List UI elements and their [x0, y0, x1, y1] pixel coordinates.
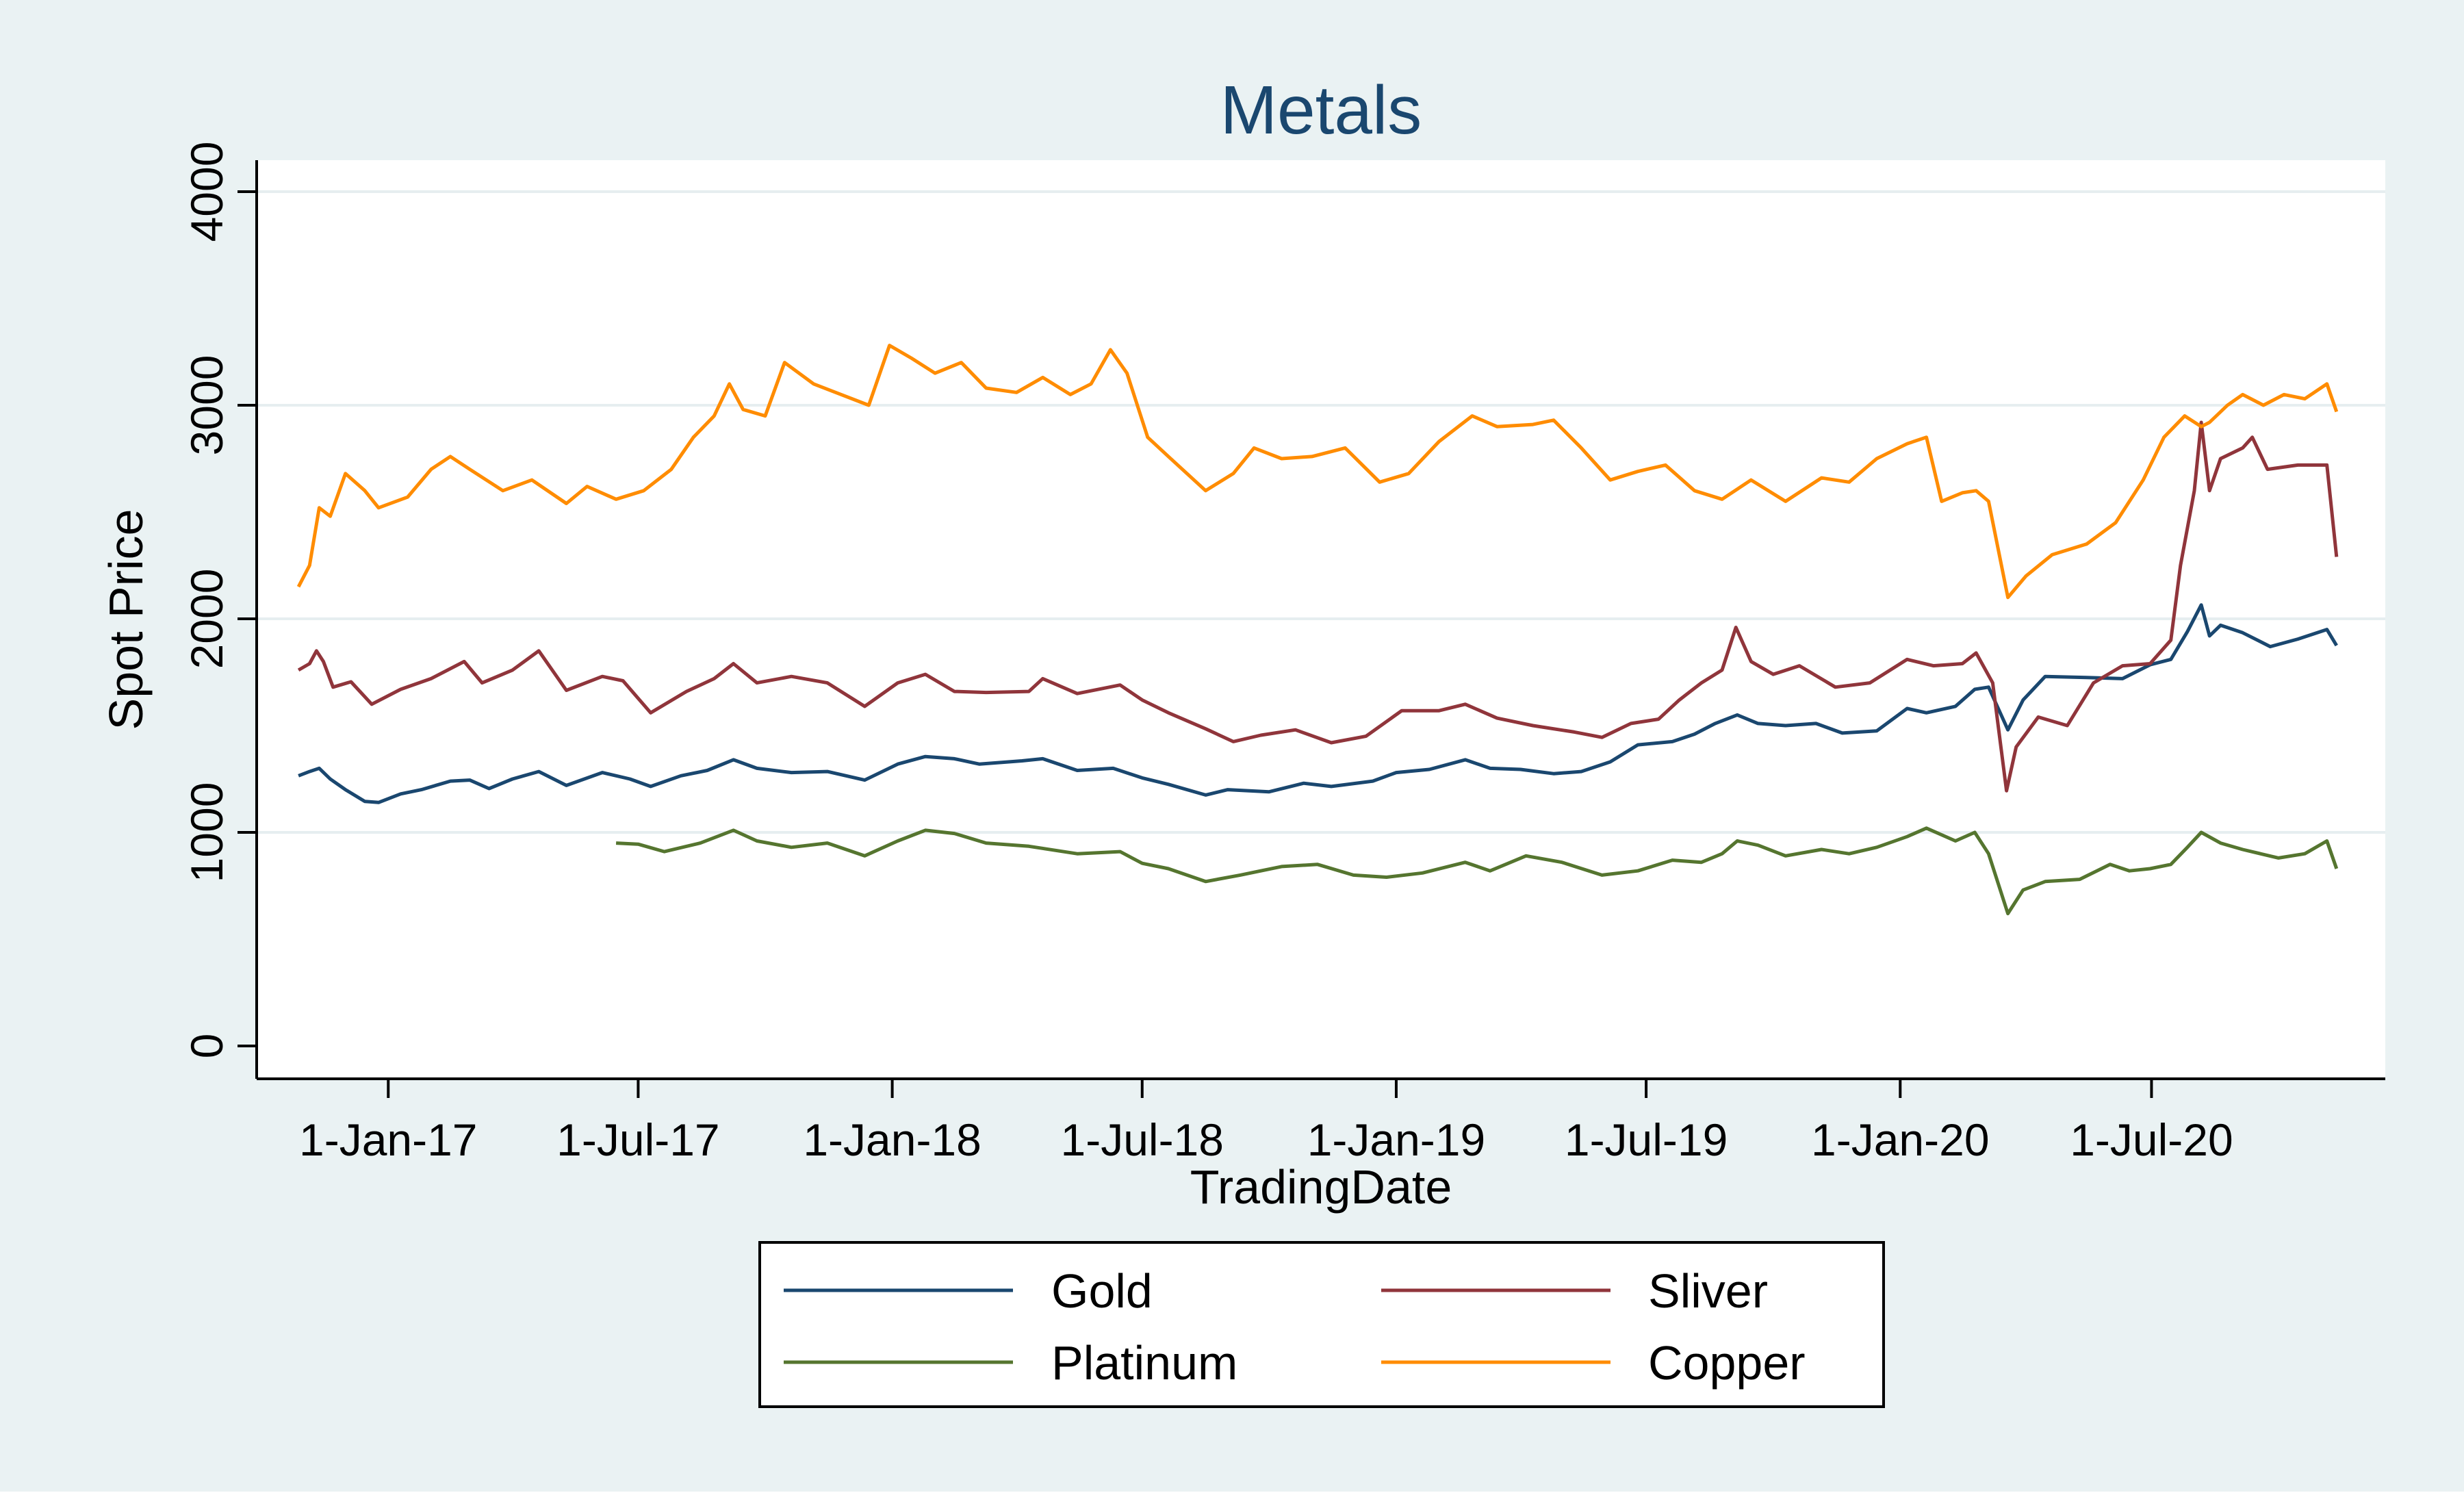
y-tick-label-1000: 1000 [181, 782, 232, 883]
series-line-platinum [615, 826, 2339, 916]
series-lines [296, 344, 2339, 916]
axes: 0 1000 2000 3000 4000 1-Jan-17 1-Jul-17 1-Jan-1… [181, 142, 2385, 1165]
x-tick-label-5: 1-Jul-19 [1565, 1114, 1728, 1165]
x-tick-label-2: 1-Jan-18 [803, 1114, 981, 1165]
legend-label-gold: Gold [1051, 1264, 1153, 1318]
y-axis-label: Spot Price [99, 509, 153, 730]
legend-box [758, 1241, 1885, 1408]
legend-label-copper: Copper [1648, 1336, 1806, 1390]
series-line-sliver [297, 420, 2339, 793]
series-line-gold [298, 603, 2338, 804]
x-tick-label-1: 1-Jul-17 [556, 1114, 719, 1165]
series-line-copper [296, 344, 2339, 600]
y-tick-label-4000: 4000 [181, 142, 232, 242]
x-tick-label-7: 1-Jul-20 [2070, 1114, 2233, 1165]
x-axis-label: TradingDate [1190, 1160, 1452, 1214]
legend-label-sliver: Sliver [1648, 1264, 1768, 1318]
y-tick-label-0: 0 [181, 1034, 232, 1059]
chart-title: Metals [1220, 72, 1422, 149]
legend: Gold Sliver Platinum Copper [758, 1241, 1885, 1408]
y-tick-label-2000: 2000 [181, 569, 232, 669]
gridlines [257, 190, 2385, 834]
x-tick-label-6: 1-Jan-20 [1811, 1114, 1990, 1165]
legend-label-platinum: Platinum [1051, 1336, 1237, 1390]
x-tick-label-4: 1-Jan-19 [1307, 1114, 1486, 1165]
x-tick-label-0: 1-Jan-17 [299, 1114, 478, 1165]
y-tick-label-3000: 3000 [181, 355, 232, 456]
x-tick-label-3: 1-Jul-18 [1061, 1114, 1224, 1165]
